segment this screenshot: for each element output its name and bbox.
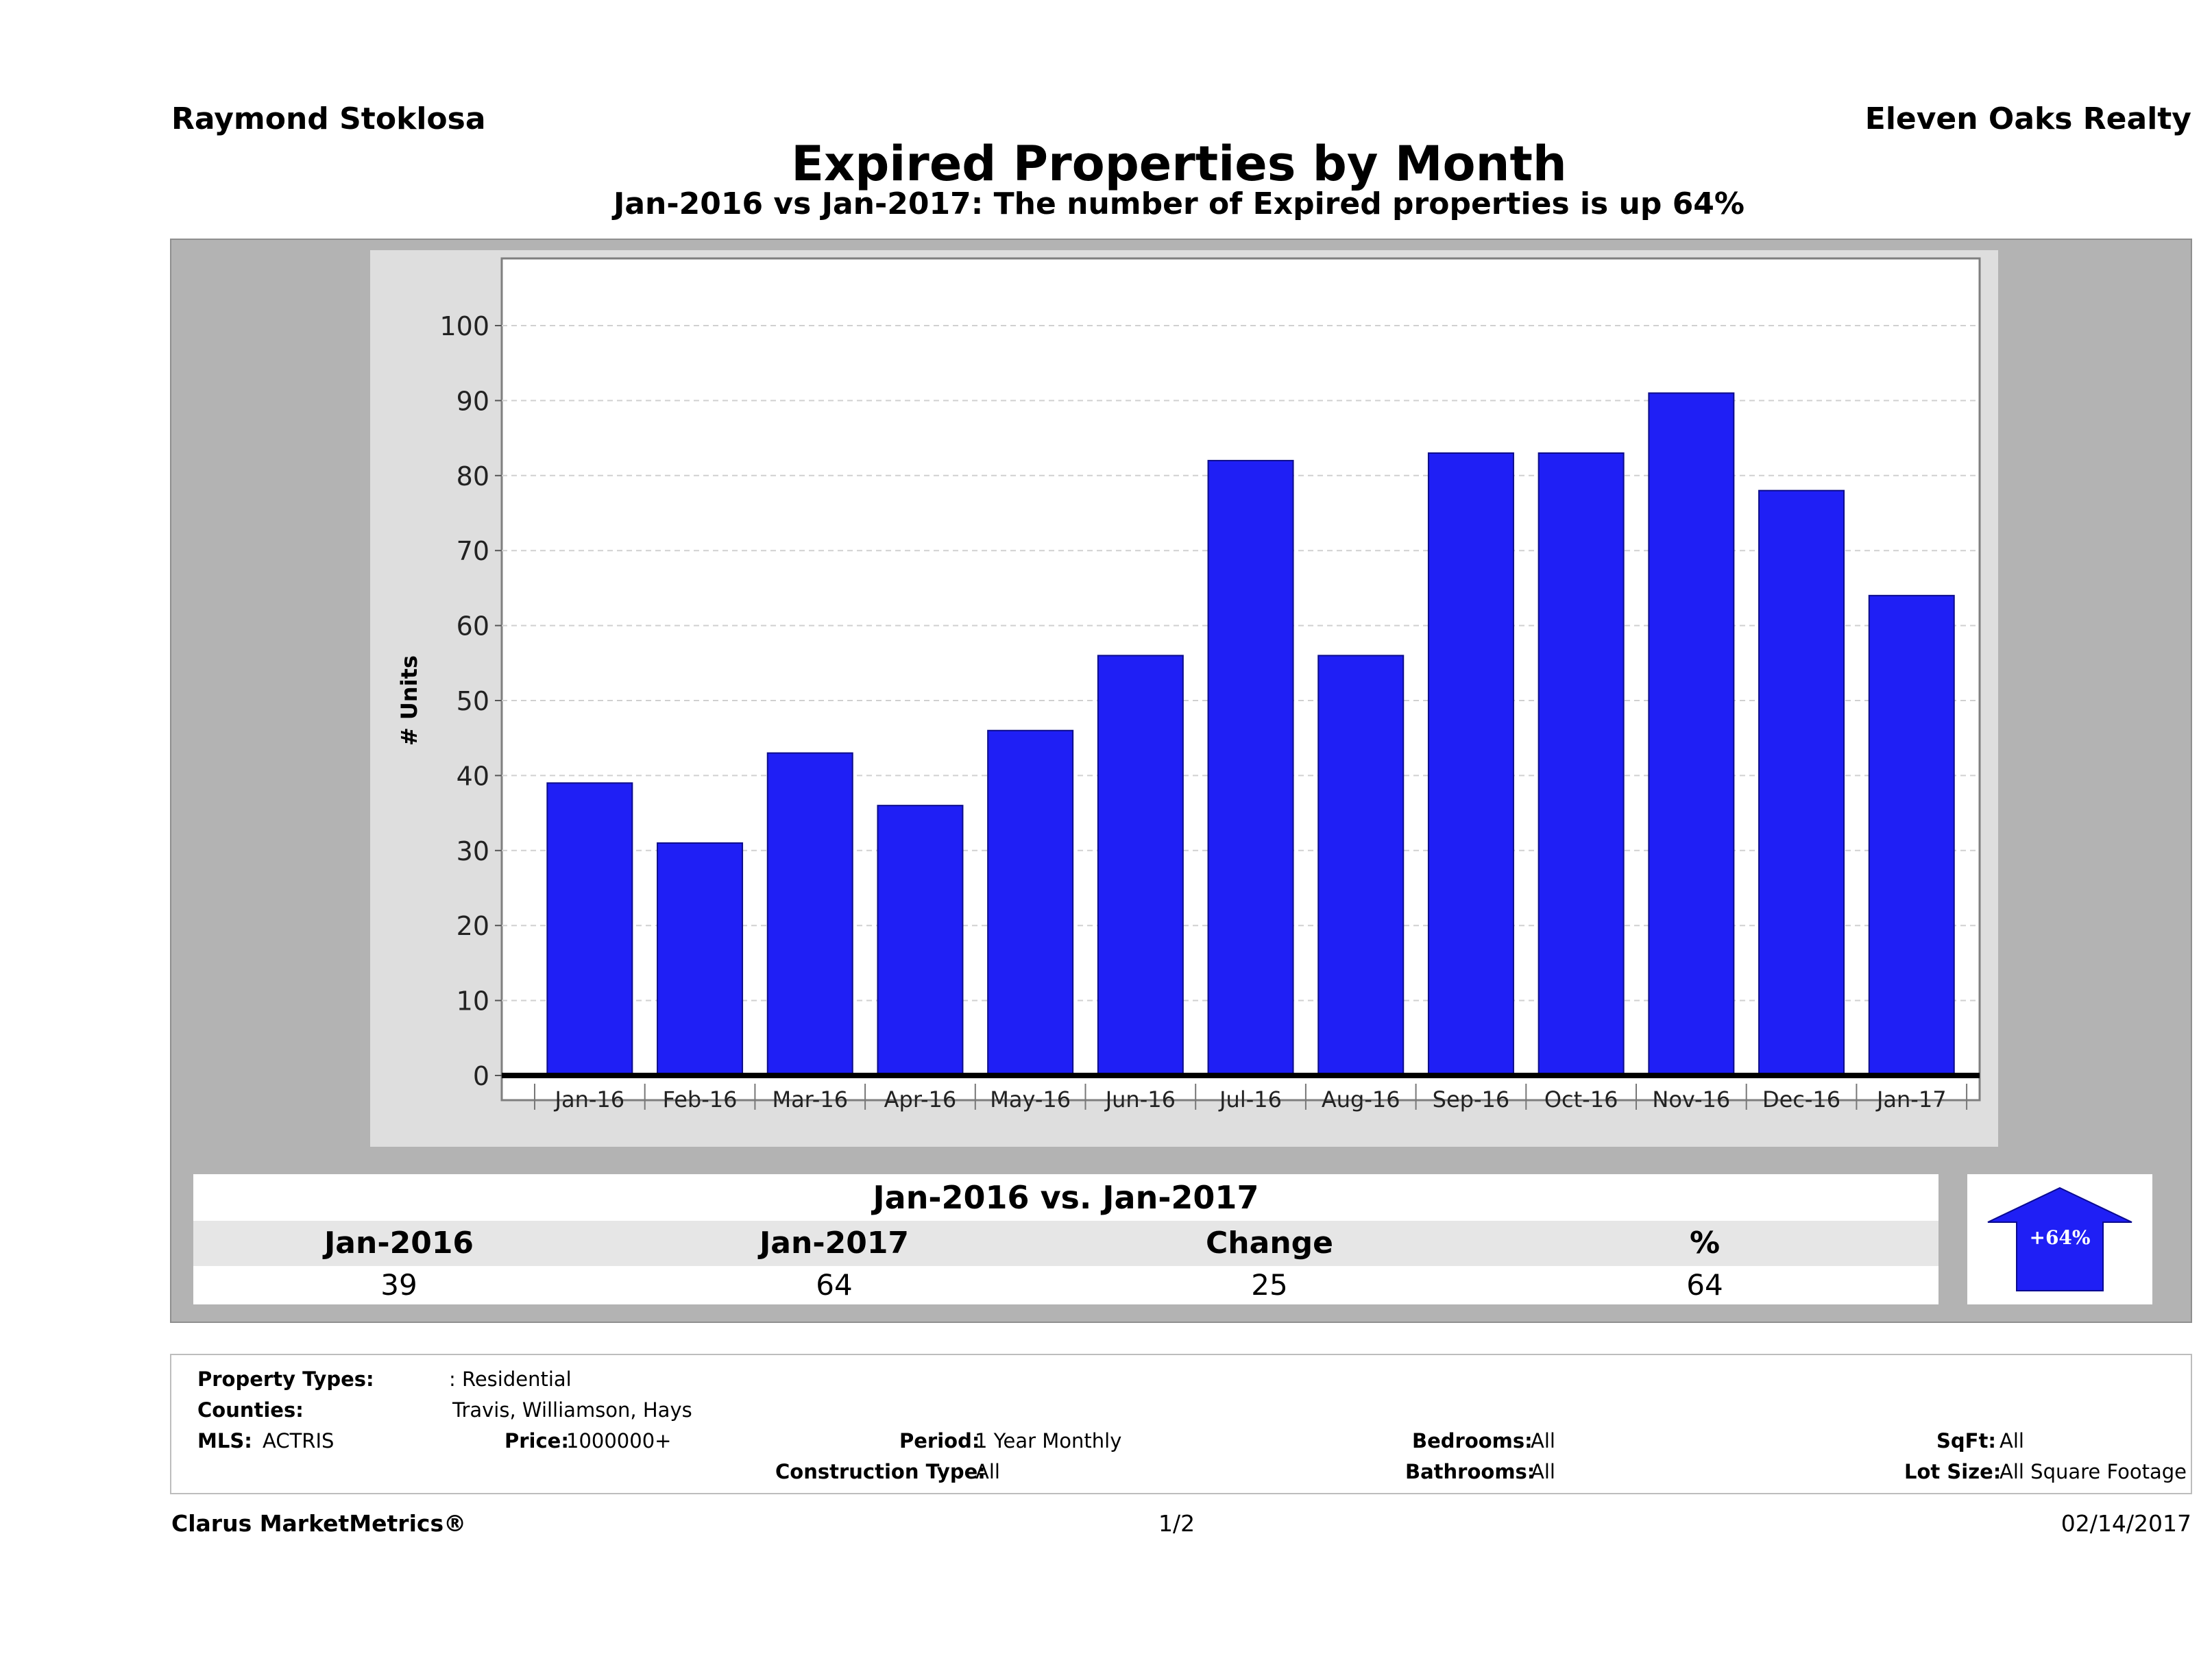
construction-type-value: All (975, 1460, 1000, 1483)
footer-provider: Clarus MarketMetrics® (171, 1510, 467, 1537)
footer-date: 02/14/2017 (2061, 1510, 2191, 1537)
up-arrow-icon: +64% (1987, 1187, 2132, 1291)
bar (1538, 452, 1625, 1077)
x-tick-label: Jul-16 (1218, 1086, 1282, 1112)
comparison-value-row: 39 64 25 64 (193, 1266, 1938, 1304)
y-tick-label: 80 (457, 461, 489, 491)
bar (546, 782, 633, 1077)
lot-size-label: Lot Size: (1904, 1460, 2002, 1483)
x-tick-label: Sep-16 (1433, 1086, 1510, 1112)
bar (1648, 392, 1735, 1076)
chart-subtitle: Jan-2016 vs Jan-2017: The number of Expi… (613, 186, 1745, 221)
comparison-col-label: Change (1206, 1226, 1333, 1261)
comparison-col-value: 25 (1251, 1268, 1288, 1302)
construction-type-label: Construction Type: (775, 1460, 986, 1483)
x-tick-label: May-16 (990, 1086, 1071, 1112)
x-tick-label: Apr-16 (884, 1086, 957, 1112)
bar (1097, 655, 1184, 1076)
y-tick-label: 30 (457, 836, 489, 866)
bathrooms-label: Bathrooms: (1405, 1460, 1535, 1483)
y-tick-label: 90 (457, 386, 489, 416)
price-label: Price: (505, 1429, 569, 1452)
period-label: Period: (899, 1429, 980, 1452)
x-tick-label: Jan-16 (554, 1086, 625, 1112)
chart-title: Expired Properties by Month (791, 136, 1567, 192)
footer-page-number: 1/2 (1158, 1510, 1195, 1537)
bedrooms-value: All (1531, 1429, 1555, 1452)
bar (657, 842, 744, 1076)
y-axis-label: # Units (396, 655, 422, 746)
brokerage-name: Eleven Oaks Realty (1864, 101, 2191, 136)
x-tick-label: Nov-16 (1652, 1086, 1730, 1112)
details-panel: Property Types: : Residential Counties: … (170, 1354, 2192, 1494)
price-value: 1000000+ (566, 1429, 672, 1452)
lot-size-value: All Square Footage (2000, 1460, 2187, 1483)
mls-value: ACTRIS (263, 1429, 335, 1452)
agent-name: Raymond Stoklosa (171, 101, 486, 136)
bar (766, 752, 853, 1077)
comparison-col-label: % (1689, 1226, 1721, 1261)
sqft-value: All (2000, 1429, 2024, 1452)
comparison-col-label: Jan-2016 (324, 1226, 474, 1261)
comparison-col-label: Jan-2017 (759, 1226, 910, 1261)
y-tick-label: 40 (457, 761, 489, 791)
bar (1207, 459, 1294, 1077)
counties-value: Travis, Williamson, Hays (452, 1398, 692, 1422)
x-tick-label: Oct-16 (1544, 1086, 1618, 1112)
x-tick-label: Aug-16 (1322, 1086, 1400, 1112)
bar (987, 729, 1074, 1076)
period-value: 1 Year Monthly (975, 1429, 1122, 1452)
x-tick-label: Feb-16 (663, 1086, 738, 1112)
y-tick-label: 100 (439, 311, 489, 341)
bar (1868, 594, 1955, 1076)
bathrooms-value: All (1531, 1460, 1555, 1483)
mls-label: MLS: (197, 1429, 252, 1452)
x-tick-label: Jun-16 (1104, 1086, 1176, 1112)
counties-label: Counties: (197, 1398, 304, 1422)
comparison-col-value: 64 (1686, 1268, 1723, 1302)
comparison-header-row: Jan-2016 Jan-2017 Change % (193, 1221, 1938, 1266)
y-tick-label: 10 (457, 986, 489, 1017)
change-badge-box: +64% (1967, 1174, 2152, 1304)
bar-chart: 0 10 20 30 40 50 60 70 80 90 100 # Units Jan-16 Feb-1… (396, 257, 1981, 1112)
property-types-value: : Residential (449, 1367, 572, 1391)
bar (877, 805, 964, 1076)
bedrooms-label: Bedrooms: (1412, 1429, 1533, 1452)
x-tick-label: Dec-16 (1762, 1086, 1840, 1112)
bar (1317, 655, 1405, 1076)
property-types-label: Property Types: (197, 1367, 374, 1391)
x-tick-label: Mar-16 (772, 1086, 848, 1112)
y-tick-label: 60 (457, 611, 489, 642)
bar (1758, 489, 1845, 1076)
bar (1427, 452, 1514, 1077)
sqft-label: SqFt: (1936, 1429, 1996, 1452)
y-tick-label: 70 (457, 536, 489, 566)
comparison-col-value: 64 (816, 1268, 853, 1302)
x-tick-label: Jan-17 (1875, 1086, 1947, 1112)
comparison-col-value: 39 (380, 1268, 417, 1302)
comparison-heading: Jan-2016 vs. Jan-2017 (193, 1174, 1938, 1221)
y-tick-label: 50 (457, 686, 489, 716)
y-tick-label: 0 (473, 1061, 489, 1091)
y-tick-label: 20 (457, 911, 489, 941)
change-badge-label: +64% (2029, 1226, 2090, 1249)
